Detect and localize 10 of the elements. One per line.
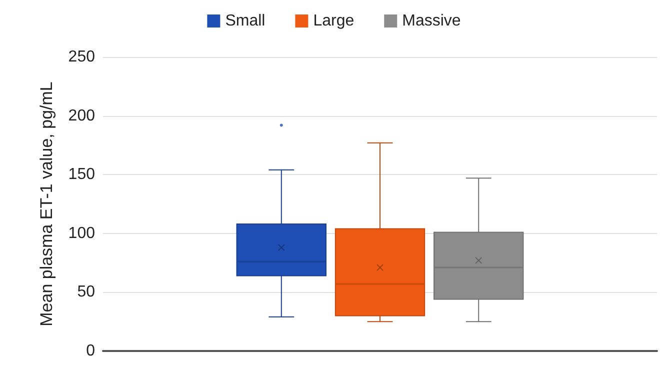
legend-label: Massive bbox=[402, 12, 461, 30]
legend-label: Small bbox=[225, 12, 266, 30]
y-tick-label: 150 bbox=[68, 166, 96, 184]
y-axis-title: Mean plasma ET-1 value, pg/mL bbox=[37, 82, 56, 326]
y-tick-label: 250 bbox=[68, 48, 96, 66]
y-tick-label: 0 bbox=[86, 342, 96, 360]
y-tick-label: 200 bbox=[68, 107, 96, 124]
y-tick-label: 50 bbox=[77, 284, 96, 301]
y-tick-label: 100 bbox=[68, 224, 96, 242]
legend-label: Large bbox=[313, 12, 354, 30]
